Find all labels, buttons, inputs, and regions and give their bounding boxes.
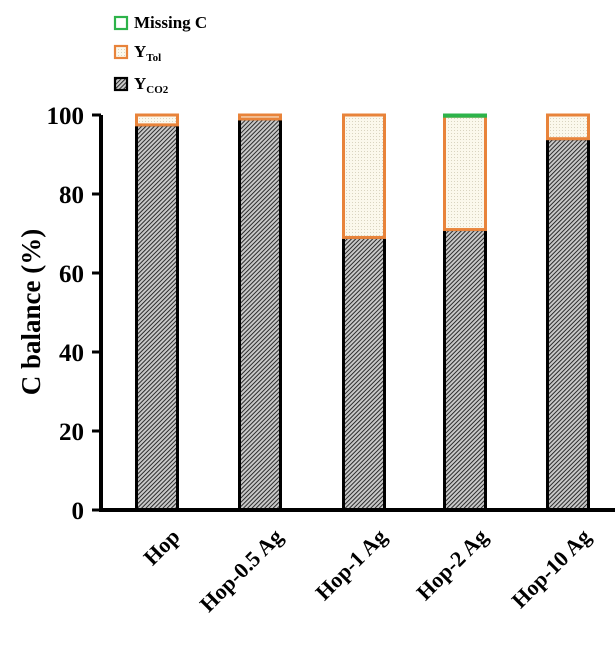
legend: Missing C YTol YCO2 (113, 13, 207, 96)
x-axis-labels: Hop Hop-0.5 Ag Hop-1 Ag Hop-2 Ag Hop-10 Ag (138, 524, 595, 617)
bar-group (135, 113, 179, 512)
x-tick-label: Hop-0.5 Ag (195, 524, 288, 617)
legend-item-missing: Missing C (113, 13, 207, 32)
legend-item-tol: YTol (113, 42, 161, 64)
legend-item-co2: YCO2 (113, 74, 169, 96)
bar-segment-tol (546, 113, 590, 141)
y-tick-label: 100 (47, 103, 85, 130)
y-tick-label: 40 (59, 340, 84, 367)
y-axis-ticks: 0 20 40 60 80 100 (47, 103, 101, 525)
bar-segment-missing (443, 113, 487, 118)
x-tick-label: Hop-1 Ag (310, 524, 391, 605)
x-tick-label: Hop-2 Ag (411, 524, 492, 605)
bar-segment-co2 (546, 137, 590, 512)
bars (135, 113, 590, 512)
legend-label-co2: YCO2 (134, 74, 169, 96)
bar-group (238, 113, 282, 512)
x-tick-label: Hop (138, 524, 184, 570)
bar-segment-co2 (443, 228, 487, 512)
y-tick-label: 60 (59, 261, 84, 288)
legend-swatch-co2 (113, 76, 129, 92)
legend-swatch-missing (113, 15, 129, 31)
bar-segment-tol (443, 114, 487, 232)
y-tick-label: 20 (59, 419, 84, 446)
bar-segment-co2 (238, 117, 282, 512)
legend-swatch-tol (113, 44, 129, 60)
bar-group (443, 113, 487, 512)
y-tick-label: 80 (59, 182, 84, 209)
bar-group (342, 113, 386, 512)
legend-label-missing: Missing C (134, 13, 207, 32)
bar-group (546, 113, 590, 512)
legend-label-tol: YTol (134, 42, 161, 64)
y-axis-label: C balance (%) (16, 229, 46, 395)
bar-segment-tol (135, 113, 179, 127)
y-tick-label: 0 (72, 498, 85, 525)
bar-segment-tol (238, 113, 282, 121)
bar-segment-co2 (135, 123, 179, 512)
bar-segment-tol (342, 113, 386, 239)
bar-segment-co2 (342, 235, 386, 512)
x-tick-label: Hop-10 Ag (507, 524, 596, 613)
